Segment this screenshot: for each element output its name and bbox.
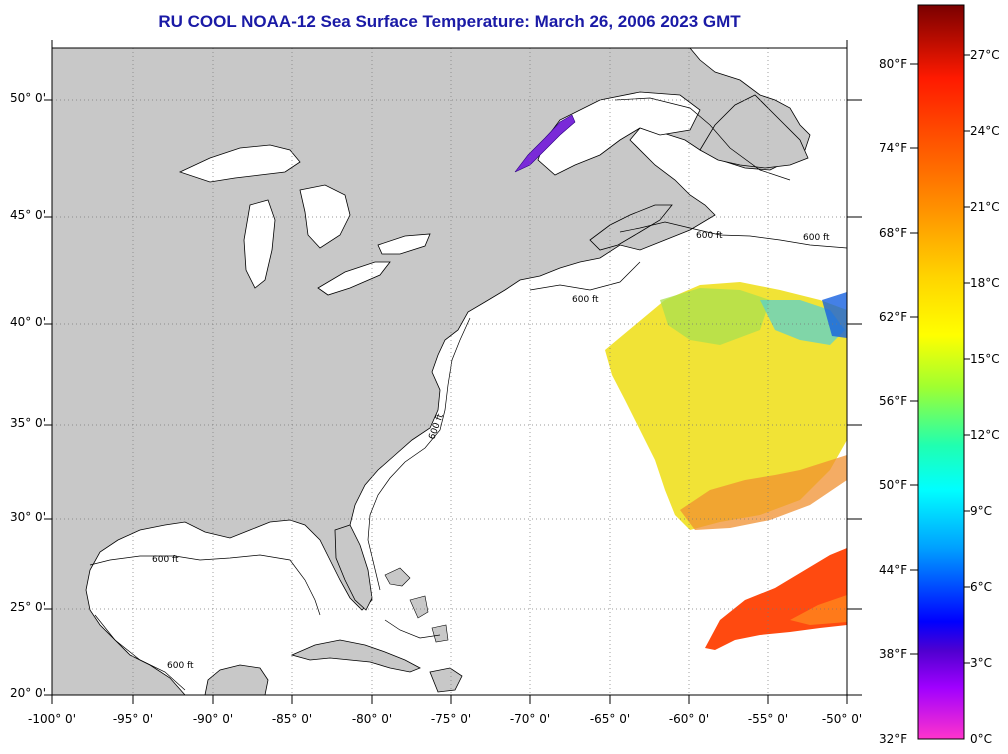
lat-label: 25° 0' (9, 600, 46, 614)
lon-label: -90° 0' (192, 712, 234, 726)
colorbar-c-label: 21°C (970, 200, 1000, 214)
lake-erie (317, 261, 391, 296)
colorbar-ticks (910, 54, 970, 664)
depth-contour-label: 600 ft (696, 231, 723, 241)
colorbar-f-label: 44°F (879, 563, 908, 577)
lon-label: -50° 0' (821, 712, 863, 726)
depth-contour-label: 600 ft (572, 295, 599, 305)
land-hispaniola (429, 667, 463, 693)
gulf-st-lawrence (537, 91, 701, 176)
lon-label: -75° 0' (430, 712, 472, 726)
lat-label: 45° 0' (9, 208, 46, 222)
colorbar-f-label: 50°F (879, 478, 908, 492)
lon-label: -85° 0' (271, 712, 313, 726)
lat-label: 50° 0' (9, 91, 46, 105)
lon-label: -100° 0' (28, 712, 76, 726)
lon-label: -95° 0' (112, 712, 154, 726)
lake-huron (299, 184, 351, 249)
colorbar-f-label: 80°F (879, 57, 908, 71)
colorbar-f-label: 74°F (879, 141, 908, 155)
colorbar-c-label: 15°C (970, 352, 1000, 366)
colorbar-c-label: 3°C (970, 656, 993, 670)
lat-label: 35° 0' (9, 416, 46, 430)
map-ticks (44, 40, 862, 704)
colorbar-c-label: 12°C (970, 428, 1000, 442)
lat-label: 20° 0' (9, 686, 46, 700)
lon-label: -65° 0' (589, 712, 631, 726)
lat-label: 40° 0' (9, 315, 46, 329)
lat-label: 30° 0' (9, 510, 46, 524)
graticule (52, 48, 847, 695)
st-lawrence-sst (514, 114, 576, 173)
lake-ontario (377, 233, 431, 255)
colorbar-f-label: 38°F (879, 647, 908, 661)
depth-contour-label: 600 ft (167, 661, 194, 671)
land-nova-scotia (589, 204, 673, 251)
lon-label: -70° 0' (509, 712, 551, 726)
map-frame (51, 47, 848, 696)
lake-superior (178, 144, 301, 183)
colorbar-c-label: 0°C (970, 732, 993, 746)
lake-michigan (243, 199, 276, 289)
depth-contours (89, 97, 847, 691)
colorbar-c-label: 27°C (970, 48, 1000, 62)
land-bahamas (384, 567, 449, 643)
depth-contour-label: 600 ft (152, 555, 179, 565)
colorbar (917, 4, 965, 740)
colorbar-f-label: 62°F (879, 310, 908, 324)
land-cuba (290, 639, 421, 673)
sst-patch-red-edge (790, 595, 847, 625)
lon-label: -60° 0' (668, 712, 710, 726)
sst-patch-blue (822, 292, 847, 338)
land-north-america (52, 48, 811, 695)
land-newfoundland (699, 94, 809, 169)
sst-patch-orange (680, 455, 847, 530)
lon-label: -55° 0' (747, 712, 789, 726)
colorbar-f-label: 68°F (879, 226, 908, 240)
map-title: RU COOL NOAA-12 Sea Surface Temperature:… (158, 12, 741, 31)
colorbar-c-label: 6°C (970, 580, 993, 594)
land-florida (334, 524, 373, 611)
lon-label: -80° 0' (351, 712, 393, 726)
colorbar-f-label: 56°F (879, 394, 908, 408)
colorbar-f-label: 32°F (879, 732, 908, 746)
sst-patch-yellow (605, 282, 847, 530)
sst-patch-green (660, 288, 770, 345)
land-yucatan (204, 664, 269, 695)
colorbar-c-label: 9°C (970, 504, 993, 518)
colorbar-c-label: 18°C (970, 276, 1000, 290)
sst-patch-cyan (760, 300, 845, 345)
depth-contour-label: 600 ft (803, 233, 830, 243)
colorbar-c-label: 24°C (970, 124, 1000, 138)
